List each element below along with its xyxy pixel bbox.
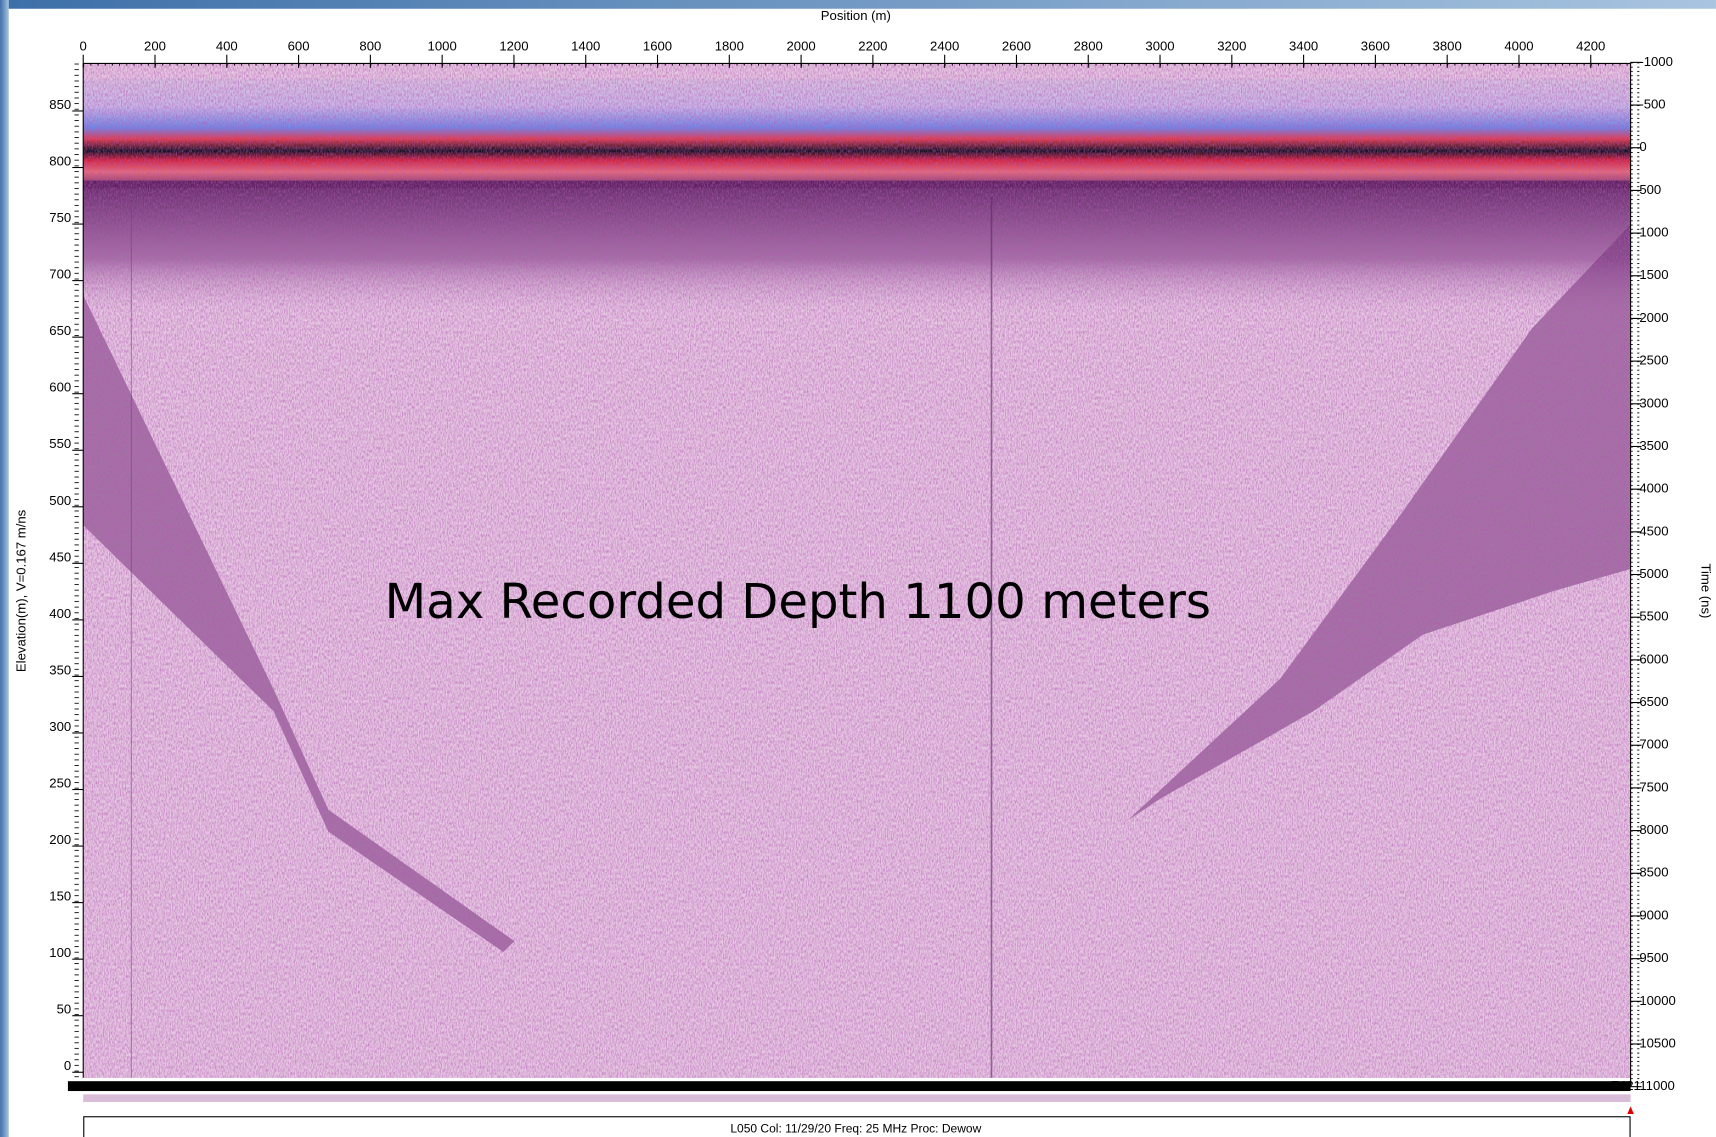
y-tick-label: 550 [49,436,71,451]
y-tick-label: 300 [49,719,71,734]
position-marker [1627,1106,1634,1114]
x-tick-label: 4000 [1504,39,1533,54]
y-tick-label: 500 [49,493,71,508]
y-tick-label: 600 [49,380,71,395]
x-tick-label: 2800 [1074,39,1103,54]
x-axis-title: Position (m) [821,8,891,23]
y2-tick-label: 9500 [1639,950,1668,965]
y-tick-label: 850 [49,97,71,112]
y2-axis-title: Time (ns) [1699,563,1714,618]
annotation: Max Recorded Depth 1100 meters [385,574,1211,630]
x-tick-label: 1000 [428,39,457,54]
y-tick-label: 650 [49,323,71,338]
y2-tick-label: 10000 [1639,993,1676,1008]
minor-ticks [74,63,83,1077]
y2-tick-label: 3000 [1639,395,1668,410]
radargram-image [83,63,1630,1077]
y-tick-label: 800 [49,154,71,169]
y-tick-label: 450 [49,549,71,564]
window-edge [0,0,9,1137]
x-tick-label: 1400 [571,39,600,54]
y2-tick-label: -500 [1639,97,1665,112]
x-tick-label: 0 [80,39,87,54]
y2-tick-label: 1000 [1639,225,1668,240]
footer: L050 Col: 11/29/20 Freq: 25 MHz Proc: De… [730,1122,981,1136]
y2-tick-label: 4000 [1639,481,1668,496]
y2-tick-label: 2500 [1639,353,1668,368]
x-tick-label: 3000 [1145,39,1174,54]
y-tick-label: 150 [49,889,71,904]
x-tick-label: 4200 [1576,39,1605,54]
x-tick-label: 600 [288,39,310,54]
y2-tick-label: 6000 [1639,651,1668,666]
y-tick-label: 200 [49,832,71,847]
y2-tick-label: 7000 [1639,737,1668,752]
x-tick-label: 2200 [858,39,887,54]
x-tick-label: 2600 [1002,39,1031,54]
y-tick-label: 400 [49,606,71,621]
y2-tick-label: 8000 [1639,822,1668,837]
y-tick-label: 350 [49,662,71,677]
y2-tick-label: -1000 [1639,54,1673,69]
y-tick-label: 100 [49,945,71,960]
x-tick-label: 1600 [643,39,672,54]
y2-tick-label: 5000 [1639,566,1668,581]
strip [83,1094,1630,1102]
x-tick-label: 3800 [1433,39,1462,54]
y-tick-label: 750 [49,210,71,225]
track-bar [68,1081,1631,1091]
x-tick-label: 2400 [930,39,959,54]
chart: Position (m) Elevation(m), V=0.167 m/ns … [0,0,1716,1137]
y-tick-label: 0 [64,1058,71,1073]
minor-ticks [83,63,1630,68]
x-tick-label: 200 [144,39,166,54]
x-tick-label: 1200 [499,39,528,54]
y2-tick-label: 3500 [1639,438,1668,453]
y2-tick-label: 6500 [1639,694,1668,709]
y2-tick-label: 9000 [1639,907,1668,922]
y-tick-label: 250 [49,776,71,791]
x-tick-label: 1800 [715,39,744,54]
y2-tick-label: 4500 [1639,523,1668,538]
y-axis-title: Elevation(m), V=0.167 m/ns [13,509,28,672]
marker-label: F421 [1611,1078,1641,1093]
y2-tick-label: 1500 [1639,267,1668,282]
y2-tick-label: 2000 [1639,310,1668,325]
y2-tick-label: 10500 [1639,1035,1676,1050]
y2-tick-label: 8500 [1639,865,1668,880]
y-tick-label: 700 [49,267,71,282]
x-tick-label: 3200 [1217,39,1246,54]
y2-tick-label: 7500 [1639,779,1668,794]
x-tick-label: 2000 [786,39,815,54]
x-tick-label: 400 [216,39,238,54]
x-tick-label: 800 [359,39,381,54]
y-tick-label: 50 [57,1002,72,1017]
x-tick-label: 3400 [1289,39,1318,54]
y2-tick-label: 0 [1639,139,1646,154]
y2-tick-label: 5500 [1639,609,1668,624]
y2-tick-label: 11000 [1639,1078,1675,1093]
y2-tick-label: 500 [1639,182,1661,197]
x-tick-label: 3600 [1361,39,1390,54]
